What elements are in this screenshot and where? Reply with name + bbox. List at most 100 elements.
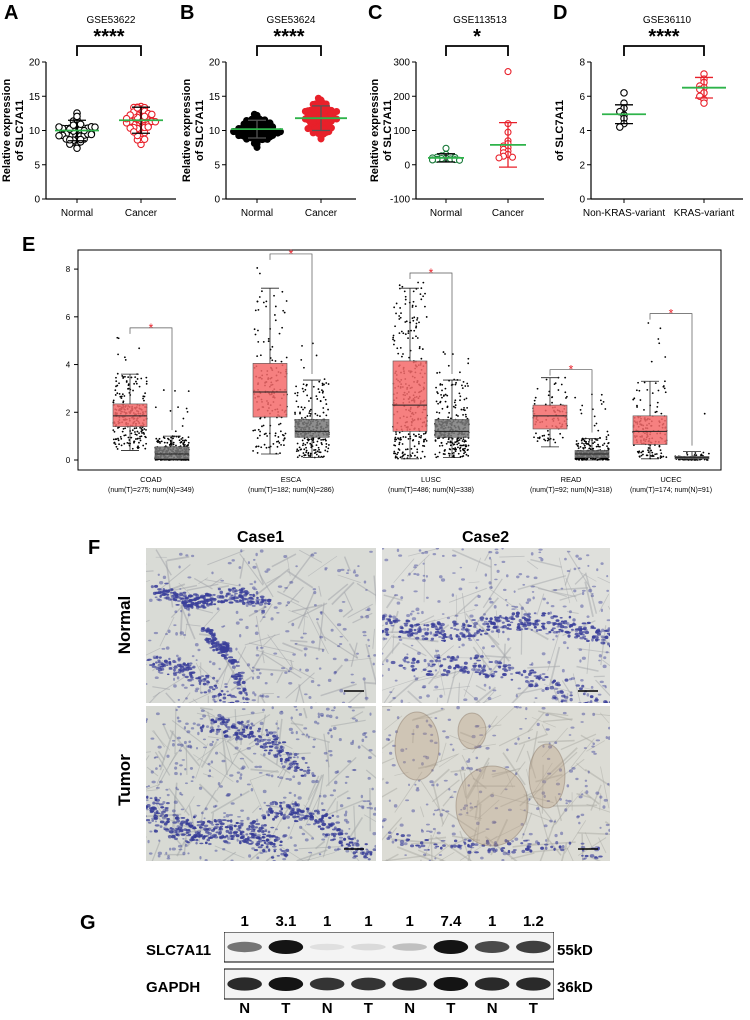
cell-nucleus xyxy=(239,634,242,638)
stroma-fiber xyxy=(168,787,190,816)
jitter-point xyxy=(435,400,438,403)
jitter-point xyxy=(326,450,329,453)
jitter-point xyxy=(464,451,467,454)
jitter-point xyxy=(588,438,591,441)
cell-nucleus xyxy=(560,620,565,623)
cell-nucleus xyxy=(581,622,587,625)
cell-nucleus xyxy=(175,604,180,606)
cell-nucleus xyxy=(422,668,427,671)
cell-nucleus xyxy=(253,580,257,584)
cell-nucleus xyxy=(235,821,239,825)
cell-nucleus xyxy=(486,625,491,628)
stroma-fiber xyxy=(436,697,439,703)
stroma-fiber xyxy=(202,790,217,812)
cell-nucleus xyxy=(174,816,179,820)
cell-nucleus xyxy=(337,645,341,648)
stroma-fiber xyxy=(330,719,366,727)
cell-nucleus xyxy=(208,631,213,635)
cell-nucleus xyxy=(439,694,443,698)
y-tick-label: 0 xyxy=(34,195,40,206)
group-sublabel: (num(T)=275; num(N)=349) xyxy=(108,487,194,494)
cell-nucleus xyxy=(545,686,550,691)
cell-nucleus xyxy=(478,628,482,631)
jitter-point xyxy=(186,411,189,413)
jitter-point xyxy=(313,449,315,451)
cell-nucleus xyxy=(184,664,190,669)
jitter-point xyxy=(575,440,578,442)
jitter-point xyxy=(121,393,124,396)
jitter-point xyxy=(452,443,455,446)
stroma-fiber xyxy=(383,594,403,602)
jitter-point xyxy=(300,406,303,409)
cell-nucleus xyxy=(570,628,574,631)
data-point xyxy=(69,121,78,129)
jitter-point xyxy=(305,451,308,454)
jitter-point xyxy=(411,317,414,320)
cell-nucleus xyxy=(339,689,344,693)
cell-nucleus xyxy=(219,600,224,604)
jitter-point xyxy=(436,455,439,458)
cell-nucleus xyxy=(224,826,229,829)
cell-nucleus xyxy=(467,637,471,640)
cell-nucleus xyxy=(488,686,491,690)
jitter-point xyxy=(583,442,585,445)
jitter-point xyxy=(554,441,557,444)
cell-nucleus xyxy=(158,656,162,659)
jitter-point xyxy=(651,455,654,458)
cell-nucleus xyxy=(267,830,271,834)
cell-nucleus xyxy=(164,807,169,809)
cell-nucleus xyxy=(549,611,553,615)
jitter-point xyxy=(465,445,468,448)
jitter-point xyxy=(466,449,469,452)
cell-nucleus xyxy=(409,612,413,616)
jitter-point xyxy=(321,382,324,385)
cell-nucleus xyxy=(277,585,283,588)
jitter-point xyxy=(185,439,188,442)
jitter-point xyxy=(393,343,395,346)
cell-nucleus xyxy=(601,628,605,633)
cell-nucleus xyxy=(238,599,242,602)
cell-nucleus xyxy=(146,683,148,685)
cell-nucleus xyxy=(527,618,531,622)
jitter-point xyxy=(461,440,464,442)
cell-nucleus xyxy=(492,674,496,677)
jitter-point xyxy=(423,445,426,447)
jitter-point xyxy=(637,381,639,384)
cell-nucleus xyxy=(560,587,564,590)
cell-nucleus xyxy=(499,626,504,629)
stroma-fiber xyxy=(207,736,228,740)
jitter-point xyxy=(579,409,582,411)
cell-nucleus xyxy=(553,696,557,699)
cell-nucleus xyxy=(541,652,546,656)
stroma-fiber xyxy=(204,579,241,587)
group-label: READ xyxy=(561,475,582,484)
cell-nucleus xyxy=(152,662,156,666)
stroma-fiber xyxy=(186,583,219,591)
cell-nucleus xyxy=(401,579,405,582)
cell-nucleus xyxy=(418,695,423,699)
cell-nucleus xyxy=(261,694,265,698)
cell-nucleus xyxy=(205,637,208,640)
cell-nucleus xyxy=(187,595,192,598)
jitter-point xyxy=(277,436,280,438)
cell-nucleus xyxy=(175,632,178,636)
stroma-fiber xyxy=(298,846,342,850)
cell-nucleus xyxy=(434,626,439,630)
cell-nucleus xyxy=(272,842,276,846)
jitter-point xyxy=(133,427,136,430)
jitter-point xyxy=(302,408,304,411)
jitter-point xyxy=(303,454,306,457)
jitter-point xyxy=(278,442,281,444)
cell-nucleus xyxy=(197,648,201,652)
cell-nucleus xyxy=(385,621,388,626)
cell-nucleus xyxy=(522,624,528,628)
cell-nucleus xyxy=(195,687,200,691)
cell-nucleus xyxy=(172,591,177,595)
cell-nucleus xyxy=(459,566,463,569)
cell-nucleus xyxy=(413,566,417,569)
cell-nucleus xyxy=(443,633,447,636)
cell-nucleus xyxy=(188,662,193,665)
jitter-point xyxy=(265,305,267,308)
jitter-point xyxy=(459,399,461,402)
